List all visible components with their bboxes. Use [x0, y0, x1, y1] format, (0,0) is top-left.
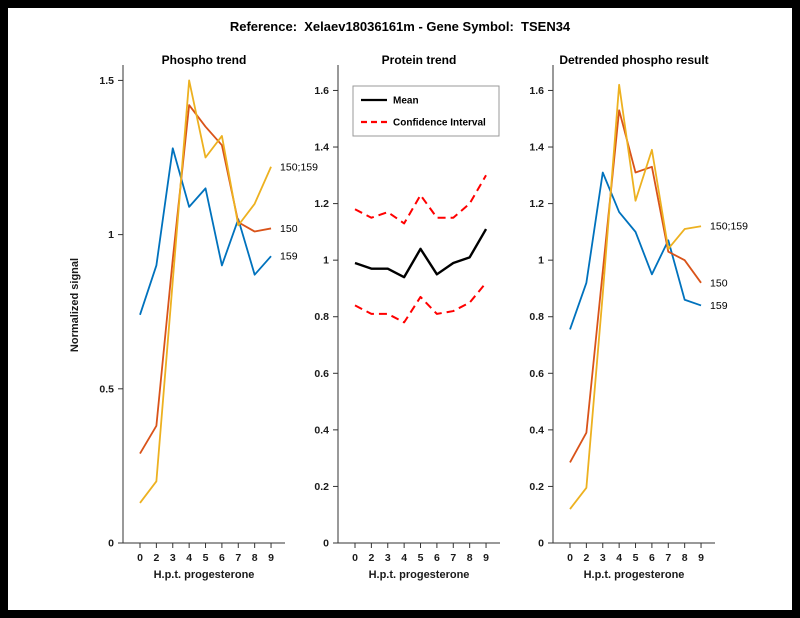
x-tick-label: 9: [698, 552, 704, 564]
y-tick-label: 1.6: [314, 85, 329, 97]
x-tick-label: 6: [219, 552, 225, 564]
y-tick-label: 0.5: [99, 383, 114, 395]
y-tick-label: 0.4: [529, 424, 544, 436]
y-tick-label: 1.4: [314, 142, 329, 154]
series-line-150: [139, 104, 272, 455]
y-tick-label: 0.8: [529, 311, 544, 323]
y-tick-label: 0.8: [314, 311, 329, 323]
series-line-Confidence Interval lower: [354, 282, 487, 324]
x-tick-label: 9: [268, 552, 274, 564]
x-tick-label: 6: [434, 552, 440, 564]
y-tick-label: 0.4: [314, 424, 329, 436]
x-tick-label: 2: [583, 552, 589, 564]
series-end-label-150;159: 150;159: [280, 161, 318, 173]
panel-detrended-phospho: Detrended phospho result 0 0.2 0.4 0.6 0.8 1 1…: [498, 53, 748, 598]
legend-box: [352, 85, 500, 137]
y-tick-label: 1: [323, 255, 329, 267]
x-tick-label: 9: [483, 552, 489, 564]
x-tick-label: 0: [137, 552, 143, 564]
y-tick-label: 1: [538, 255, 544, 267]
panel-title-phospho-trend: Phospho trend: [161, 53, 247, 67]
series-end-label-159: 159: [710, 300, 728, 312]
x-tick-label: 8: [252, 552, 258, 564]
series-end-label-150: 150: [710, 277, 728, 289]
y-tick-label: 1.6: [529, 85, 544, 97]
panel-title-protein-trend: Protein trend: [381, 53, 457, 67]
x-tick-label: 5: [203, 552, 209, 564]
series-line-150;159: [139, 79, 272, 504]
y-tick-label: 0: [108, 538, 114, 550]
y-tick-label: 0.2: [529, 481, 544, 493]
x-tick-label: 5: [633, 552, 639, 564]
series-line-150;159: [569, 83, 702, 510]
y-tick-label: 1.4: [529, 142, 544, 154]
detrended-phospho-chart: 00.20.40.60.811.21.41.60 2 3 4 5 6 7 8 915915015…: [529, 65, 748, 564]
y-tick-label: 0.6: [314, 368, 329, 380]
x-tick-label: 2: [368, 552, 374, 564]
x-tick-label: 7: [235, 552, 241, 564]
x-tick-label: 8: [467, 552, 473, 564]
x-axis-label: H.p.t. progesterone: [153, 569, 255, 581]
series-end-label-150: 150: [280, 223, 298, 235]
x-tick-label: 3: [385, 552, 391, 564]
x-axis-label: H.p.t. progesterone: [368, 569, 470, 581]
series-line-Confidence Interval upper: [354, 174, 487, 225]
figure-canvas: Reference: Xelaev18036161m - Gene Symbol…: [8, 8, 792, 610]
x-axis-label: H.p.t. progesterone: [583, 569, 685, 581]
series-end-label-159: 159: [280, 251, 298, 263]
x-tick-label: 3: [600, 552, 606, 564]
panel-phospho-trend: Phospho trend Normalized signal 0 0.5 1 1.5…: [68, 53, 318, 598]
x-tick-label: 7: [665, 552, 671, 564]
x-tick-label: 0: [352, 552, 358, 564]
x-tick-label: 4: [401, 552, 407, 564]
x-tick-label: 4: [186, 552, 192, 564]
figure-title: Reference: Xelaev18036161m - Gene Symbol…: [229, 19, 571, 34]
x-tick-label: 4: [616, 552, 622, 564]
panel-protein-trend: Protein trend 0 0.2 0.4 0.6 0.8 1 1.2 1.4 1.6 0 2 3…: [283, 53, 533, 598]
legend-label: Confidence Interval: [393, 118, 486, 129]
y-tick-label: 1: [108, 229, 114, 241]
x-tick-label: 3: [170, 552, 176, 564]
x-tick-label: 5: [418, 552, 424, 564]
y-tick-label: 0: [323, 538, 329, 550]
y-tick-label: 0.2: [314, 481, 329, 493]
x-tick-label: 0: [567, 552, 573, 564]
y-tick-label: 1.2: [314, 198, 329, 210]
legend-label: Mean: [393, 96, 419, 107]
protein-trend-chart: 00.20.40.60.811.21.41.60 2 3 4 5 6 7 8 9MeanConf…: [314, 65, 500, 564]
x-tick-label: 8: [682, 552, 688, 564]
panel-title-detrended-phospho: Detrended phospho result: [559, 53, 709, 67]
y-tick-label: 1.5: [99, 75, 114, 87]
y-tick-label: 1.2: [529, 198, 544, 210]
series-line-159: [139, 147, 272, 316]
series-end-label-150;159: 150;159: [710, 221, 748, 233]
series-line-159: [569, 171, 702, 330]
x-tick-label: 7: [450, 552, 456, 564]
series-line-150: [569, 109, 702, 463]
x-tick-label: 2: [153, 552, 159, 564]
x-tick-label: 6: [649, 552, 655, 564]
series-line-Mean: [354, 228, 488, 279]
y-tick-label: 0: [538, 538, 544, 550]
y-tick-label: 0.6: [529, 368, 544, 380]
